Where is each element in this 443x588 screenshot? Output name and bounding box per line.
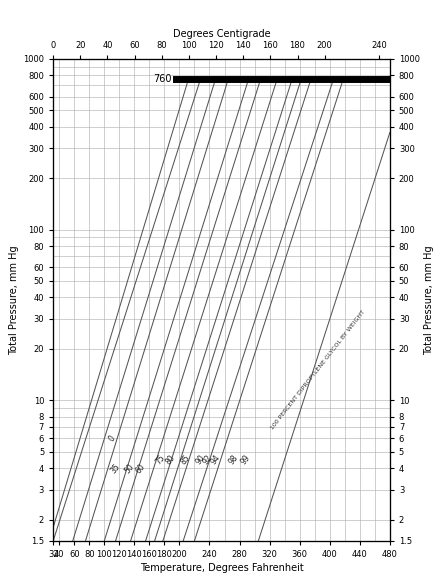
- Text: 94: 94: [209, 453, 222, 466]
- Text: 0: 0: [107, 433, 117, 443]
- Text: 85: 85: [179, 453, 192, 466]
- X-axis label: Temperature, Degrees Fahrenheit: Temperature, Degrees Fahrenheit: [140, 563, 303, 573]
- Text: 99: 99: [239, 453, 252, 466]
- Text: 35: 35: [109, 462, 122, 475]
- Y-axis label: Total Pressure, mm Hg: Total Pressure, mm Hg: [424, 245, 434, 355]
- Text: 90: 90: [194, 453, 207, 466]
- Text: 60: 60: [134, 462, 147, 475]
- Text: 50: 50: [123, 462, 136, 475]
- Y-axis label: Total Pressure, mm Hg: Total Pressure, mm Hg: [9, 245, 19, 355]
- Text: 100 PERCENT DIPROPYLENE GLYCOL BY WEIGHT: 100 PERCENT DIPROPYLENE GLYCOL BY WEIGHT: [270, 309, 367, 431]
- Text: 75: 75: [154, 453, 167, 466]
- Text: 760: 760: [153, 74, 172, 84]
- Text: 92: 92: [201, 453, 214, 466]
- Text: 80: 80: [164, 453, 177, 466]
- X-axis label: Degrees Centigrade: Degrees Centigrade: [173, 29, 270, 39]
- Text: 98: 98: [227, 453, 240, 466]
